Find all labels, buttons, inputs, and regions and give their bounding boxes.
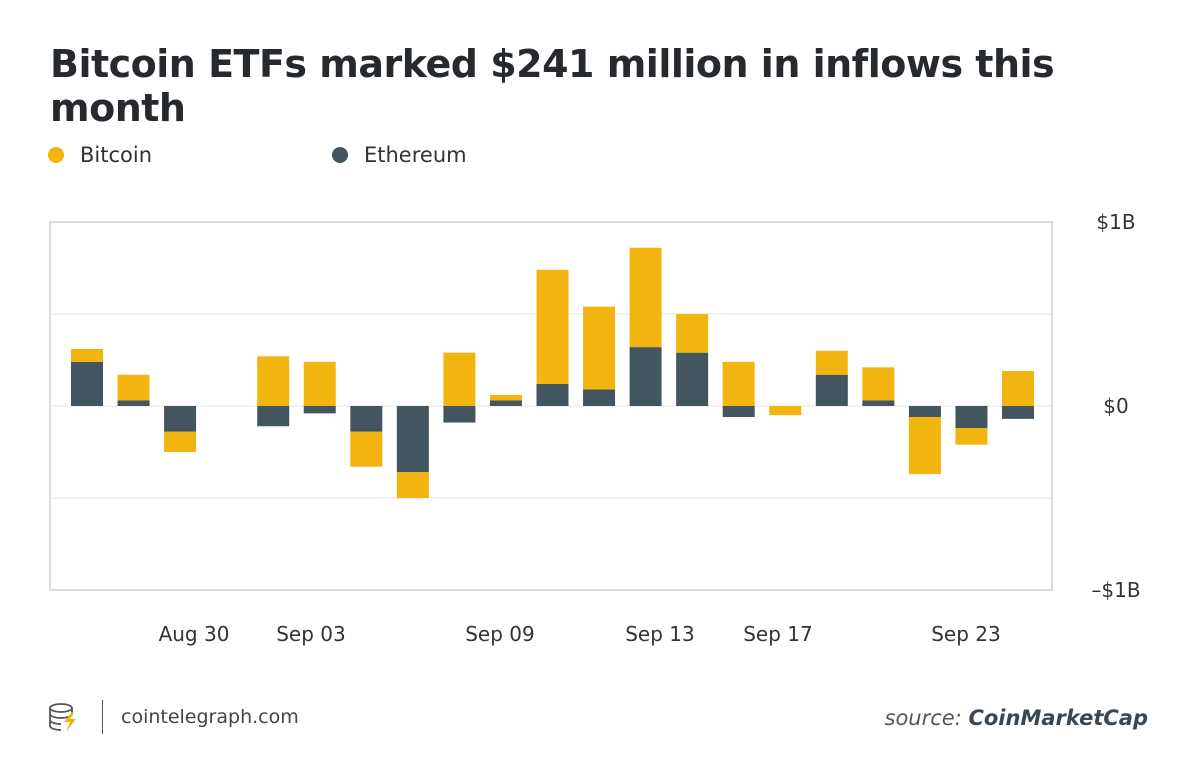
bar-bitcoin xyxy=(536,269,569,384)
bar-bitcoin xyxy=(350,431,383,467)
bar-ethereum xyxy=(676,352,709,406)
bar-bitcoin xyxy=(629,247,662,348)
bar-bitcoin xyxy=(489,394,522,401)
x-tick-label: Aug 30 xyxy=(159,622,230,646)
cointelegraph-logo-icon xyxy=(49,703,76,732)
bar-bitcoin xyxy=(396,472,429,498)
footer-branding: cointelegraph.com xyxy=(48,700,299,734)
bar-ethereum xyxy=(350,406,383,432)
bitcoin-dot-icon xyxy=(48,147,64,163)
x-tick-label: Sep 09 xyxy=(465,622,535,646)
footer-divider xyxy=(102,700,103,734)
bar-bitcoin xyxy=(815,350,848,375)
source-prefix: source: xyxy=(884,706,962,730)
legend-label-bitcoin: Bitcoin xyxy=(80,143,153,167)
x-tick-label: Sep 13 xyxy=(625,622,695,646)
bar-bitcoin xyxy=(1002,371,1034,406)
legend: Bitcoin Ethereum xyxy=(48,143,467,167)
legend-item-ethereum: Ethereum xyxy=(332,143,467,167)
bar-ethereum xyxy=(722,406,755,418)
legend-label-ethereum: Ethereum xyxy=(364,143,467,167)
bar-ethereum xyxy=(303,406,336,414)
y-tick-label: $0 xyxy=(1103,394,1128,418)
source-credit: source: CoinMarketCap xyxy=(885,706,1149,730)
bar-bitcoin xyxy=(908,417,941,475)
legend-item-bitcoin: Bitcoin xyxy=(48,143,332,167)
bar-bitcoin xyxy=(257,356,290,406)
x-tick-label: Sep 03 xyxy=(276,622,346,646)
bar-ethereum xyxy=(117,400,150,406)
bar-ethereum xyxy=(629,347,662,406)
bar-bitcoin xyxy=(583,306,616,390)
bar-ethereum xyxy=(71,361,103,406)
y-tick-label: –$1B xyxy=(1091,578,1140,602)
bar-ethereum xyxy=(815,374,848,406)
bar-bitcoin xyxy=(303,361,336,406)
bar-bitcoin xyxy=(443,352,476,406)
bar-ethereum xyxy=(583,389,616,406)
bar-bitcoin xyxy=(722,361,755,406)
bar-ethereum xyxy=(443,406,476,423)
bar-chart: $1B $0 –$1B Aug 30 Sep 03 Sep 09 Sep 13 Sep 17 S… xyxy=(49,210,1141,646)
site-name: cointelegraph.com xyxy=(121,706,299,728)
x-tick-label: Sep 17 xyxy=(743,622,813,646)
bar-ethereum xyxy=(164,406,197,432)
y-tick-label: $1B xyxy=(1096,210,1135,234)
bar-bitcoin xyxy=(117,374,150,401)
bar-bitcoin xyxy=(676,314,709,353)
chart-title: Bitcoin ETFs marked $241 million in infl… xyxy=(50,42,1055,130)
bar-bitcoin xyxy=(71,348,103,362)
bar-ethereum xyxy=(396,406,429,473)
bar-bitcoin xyxy=(955,428,988,445)
bar-bitcoin xyxy=(769,406,802,416)
bar-ethereum xyxy=(908,406,941,418)
bar-ethereum xyxy=(257,406,290,427)
bar-bitcoin xyxy=(862,367,895,401)
bar-ethereum xyxy=(536,383,569,406)
bar-ethereum xyxy=(862,400,895,406)
bar-bitcoin xyxy=(164,431,197,452)
bar-ethereum xyxy=(1002,406,1034,419)
source-name: CoinMarketCap xyxy=(968,706,1148,730)
x-tick-label: Sep 23 xyxy=(931,622,1001,646)
bar-ethereum xyxy=(955,406,988,429)
ethereum-dot-icon xyxy=(332,147,348,163)
bar-ethereum xyxy=(489,400,522,406)
